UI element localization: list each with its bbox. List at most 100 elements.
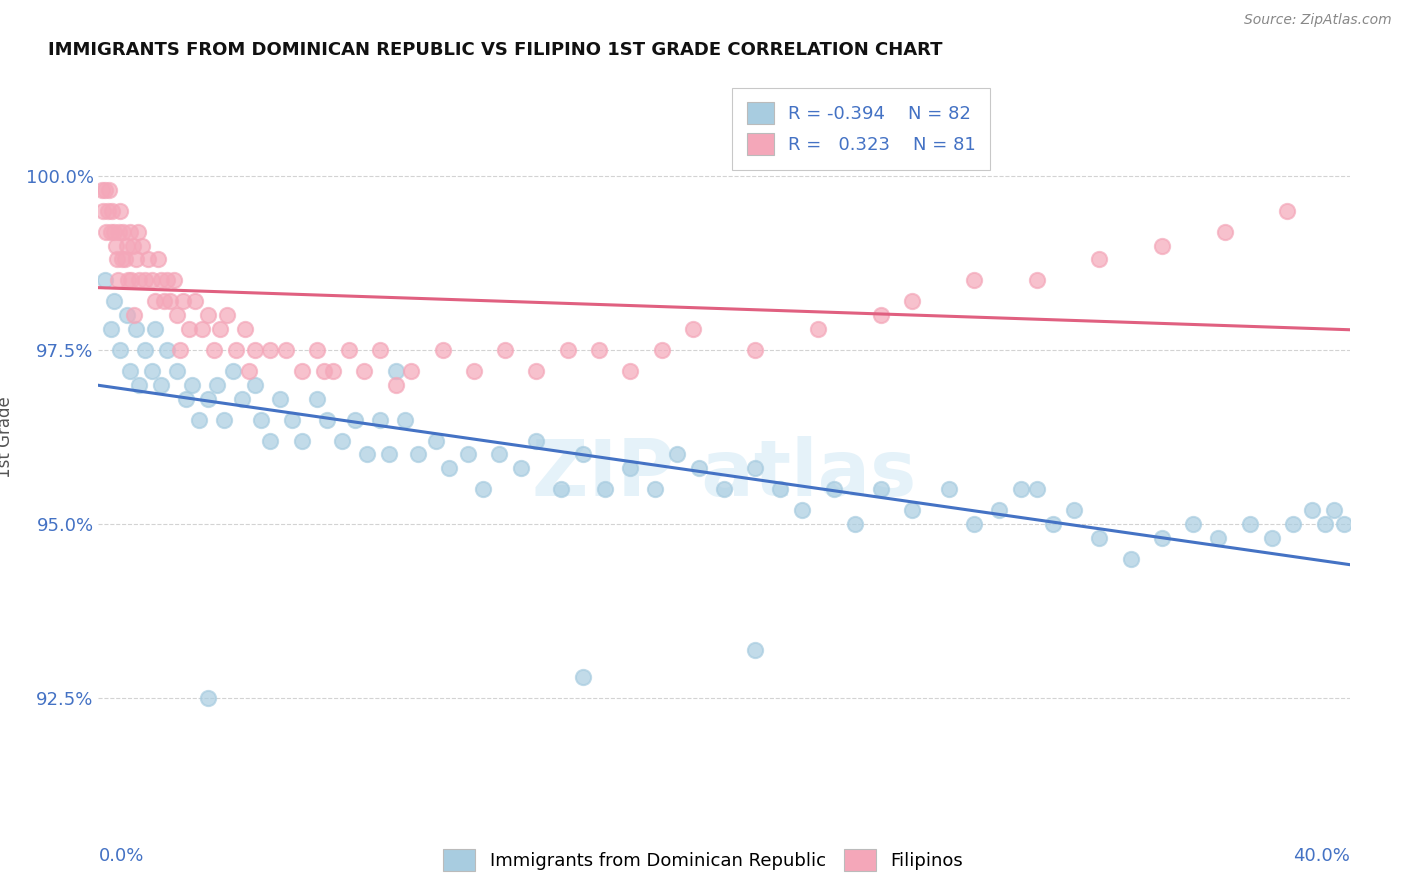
Point: [101, 203, 124, 218]
Point: [156, 343, 179, 357]
Point: [900, 294, 922, 309]
Point: [243, 377, 266, 392]
Point: [190, 322, 212, 336]
Point: [1150, 531, 1173, 545]
Point: [769, 483, 792, 497]
Point: [105, 252, 128, 267]
Point: [112, 225, 135, 239]
Point: [291, 434, 314, 448]
Point: [172, 294, 194, 309]
Point: [212, 412, 235, 426]
Point: [153, 294, 176, 309]
Point: [509, 461, 531, 475]
Point: [93, 273, 115, 287]
Point: [131, 238, 153, 252]
Point: [207, 377, 229, 392]
Point: [162, 273, 184, 287]
Point: [269, 392, 291, 406]
Point: [1088, 531, 1111, 545]
Point: [353, 364, 375, 378]
Point: [115, 238, 138, 252]
Point: [128, 377, 150, 392]
Point: [156, 273, 179, 287]
Point: [259, 343, 281, 357]
Point: [337, 343, 360, 357]
Point: [118, 225, 141, 239]
Point: [1323, 503, 1346, 517]
Point: [472, 483, 495, 497]
Point: [150, 377, 173, 392]
Point: [593, 483, 616, 497]
Point: [494, 343, 516, 357]
Point: [457, 448, 479, 462]
Point: [526, 434, 548, 448]
Point: [111, 252, 134, 267]
Point: [141, 273, 163, 287]
Point: [713, 483, 735, 497]
Point: [107, 273, 129, 287]
Point: [110, 343, 132, 357]
Point: [1182, 517, 1205, 532]
Point: [202, 343, 225, 357]
Point: [141, 364, 163, 378]
Point: [259, 434, 281, 448]
Point: [117, 273, 139, 287]
Point: [118, 364, 141, 378]
Point: [619, 364, 641, 378]
Point: [166, 308, 188, 322]
Point: [225, 343, 247, 357]
Point: [91, 203, 114, 218]
Point: [143, 322, 166, 336]
Point: [1260, 531, 1282, 545]
Point: [650, 343, 672, 357]
Point: [197, 308, 219, 322]
Point: [169, 343, 191, 357]
Point: [127, 225, 149, 239]
Point: [125, 322, 148, 336]
Point: [184, 294, 207, 309]
Point: [1088, 252, 1111, 267]
Point: [1282, 517, 1305, 532]
Point: [124, 308, 146, 322]
Point: [666, 448, 689, 462]
Point: [187, 412, 209, 426]
Point: [823, 483, 845, 497]
Text: 0.0%: 0.0%: [98, 847, 143, 864]
Point: [807, 322, 830, 336]
Point: [181, 377, 204, 392]
Point: [235, 322, 257, 336]
Point: [250, 412, 273, 426]
Point: [179, 322, 201, 336]
Point: [1026, 273, 1049, 287]
Point: [526, 364, 548, 378]
Point: [384, 377, 406, 392]
Text: 40.0%: 40.0%: [1294, 847, 1350, 864]
Y-axis label: 1st Grade: 1st Grade: [0, 396, 14, 478]
Point: [332, 434, 354, 448]
Point: [174, 392, 197, 406]
Point: [1213, 225, 1236, 239]
Point: [143, 294, 166, 309]
Point: [281, 412, 304, 426]
Point: [938, 483, 960, 497]
Point: [988, 503, 1011, 517]
Point: [134, 273, 156, 287]
Point: [368, 412, 391, 426]
Point: [125, 252, 148, 267]
Point: [1333, 517, 1355, 532]
Point: [312, 364, 335, 378]
Point: [159, 294, 181, 309]
Point: [103, 294, 125, 309]
Point: [1063, 503, 1085, 517]
Legend: Immigrants from Dominican Republic, Filipinos: Immigrants from Dominican Republic, Fili…: [436, 842, 970, 879]
Point: [572, 448, 595, 462]
Point: [401, 364, 423, 378]
Point: [274, 343, 298, 357]
Point: [307, 392, 329, 406]
Point: [120, 273, 142, 287]
Point: [100, 225, 122, 239]
Point: [1301, 503, 1323, 517]
Point: [150, 273, 173, 287]
Point: [1042, 517, 1064, 532]
Point: [134, 343, 156, 357]
